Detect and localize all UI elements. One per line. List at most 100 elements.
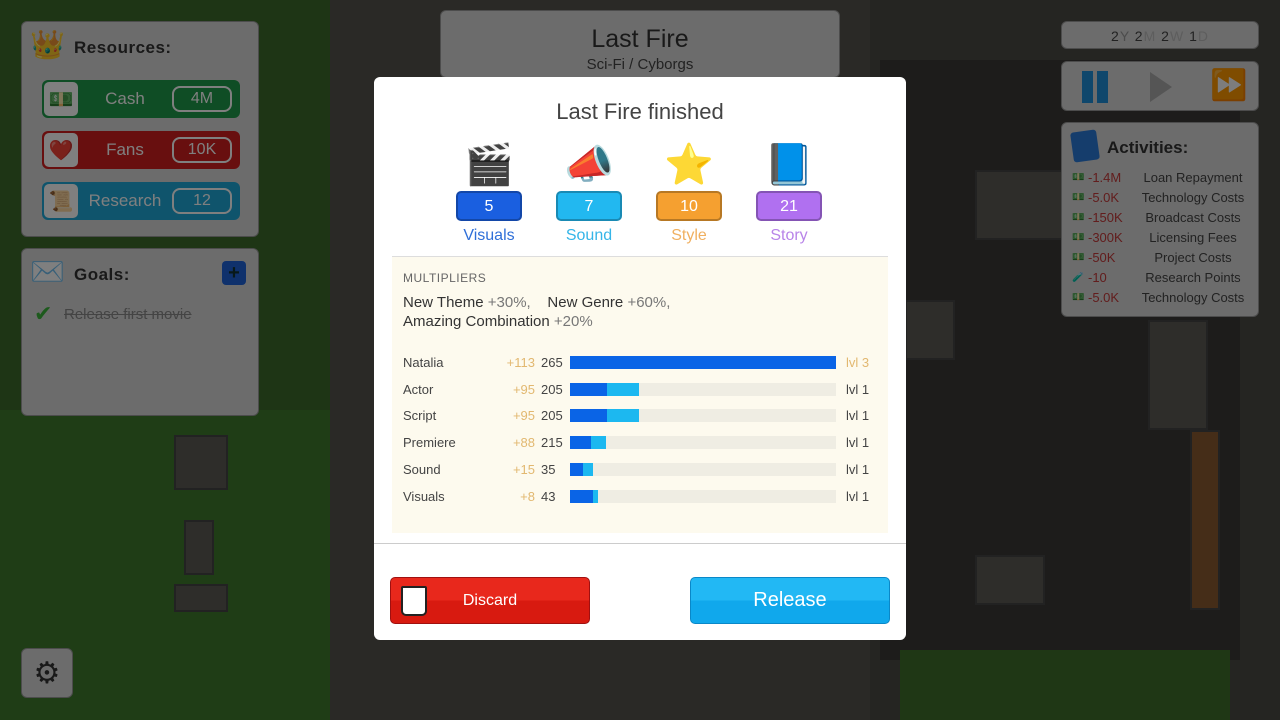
check-icon: ✔ [34, 301, 53, 326]
resources-title: Resources: [74, 38, 172, 57]
cash-icon: 💵 [44, 82, 78, 116]
activity-amount: -5.0K [1088, 189, 1120, 205]
activity-item: 💵 -150K Broadcast Costs [1072, 209, 1254, 225]
bar-base-fill [570, 356, 836, 369]
score-row: Premiere +88 215 lvl 1 [403, 435, 873, 451]
megaphone-icon: 📣 [564, 143, 614, 187]
research-label: Research [88, 191, 162, 210]
stat-visuals: 🎬 5 Visuals [456, 139, 522, 245]
activity-item: 💵 -5.0K Technology Costs [1072, 189, 1254, 205]
add-goal-button[interactable]: + [222, 261, 246, 285]
book-icon: 📘 [764, 143, 814, 187]
goals-title: Goals: [74, 265, 130, 284]
release-button[interactable]: Release [690, 577, 890, 624]
row-value: 205 [541, 381, 563, 397]
activity-amount: -300K [1088, 229, 1123, 245]
activity-item: 💵 -1.4M Loan Repayment [1072, 169, 1254, 185]
activity-name: Project Costs [1154, 249, 1232, 265]
row-name: Script [403, 408, 437, 424]
row-name: Sound [403, 461, 441, 477]
row-bonus: +8 [520, 488, 535, 504]
fast-forward-button[interactable]: ⏩ [1210, 69, 1248, 102]
activity-amount: -150K [1088, 209, 1123, 225]
play-button[interactable] [1150, 72, 1172, 102]
activities-title: Activities: [1107, 138, 1189, 157]
gear-icon: ⚙ [33, 657, 61, 690]
date-days: 1 [1189, 28, 1198, 44]
row-name: Visuals [403, 488, 445, 504]
activity-name: Licensing Fees [1149, 229, 1237, 245]
discard-label: Discard [462, 591, 518, 609]
row-bonus: +95 [512, 381, 535, 397]
row-name: Premiere [403, 435, 456, 451]
pause-button[interactable] [1082, 71, 1108, 103]
resources-panel: 👑 Resources: 💵 Cash 4M ❤️ Fans 10K 📜 Research… [21, 21, 259, 237]
stat-story: 📘 21 Story [756, 139, 822, 245]
goals-panel: ✉️ Goals: + ✔ Release first movie [21, 248, 259, 416]
multiplier-item: New Theme +30%, [403, 294, 531, 311]
activity-amount: -10 [1088, 269, 1107, 285]
cash-icon: 💵 [1072, 291, 1084, 303]
settings-button[interactable]: ⚙ [21, 648, 73, 698]
cards-icon [1070, 129, 1100, 163]
stat-value: 5 [456, 191, 522, 221]
row-value: 43 [541, 488, 556, 504]
fans-button[interactable]: ❤️ Fans 10K [42, 131, 240, 169]
activity-amount: -50K [1088, 249, 1116, 265]
project-header: Last Fire Sci-Fi / Cyborgs [440, 10, 840, 78]
score-row: Sound +15 35 lvl 1 [403, 462, 873, 478]
row-bar [570, 436, 836, 450]
cash-button[interactable]: 💵 Cash 4M [42, 80, 240, 118]
score-row: Actor +95 205 lvl 1 [403, 382, 873, 398]
speed-controls: ⏩ [1061, 61, 1259, 111]
row-bonus: +15 [512, 461, 535, 477]
row-bar [570, 462, 836, 476]
row-bonus: +95 [512, 408, 535, 424]
row-name: Natalia [403, 355, 444, 370]
stat-value: 7 [556, 191, 622, 221]
multiplier-item: Amazing Combination +20% [403, 313, 593, 330]
score-row: Natalia +113 265 lvl 3 [403, 355, 873, 371]
stat-value: 10 [656, 191, 722, 221]
project-genre: Sci-Fi / Cyborgs [586, 56, 694, 73]
stat-sound: 📣 7 Sound [556, 139, 622, 245]
row-level: lvl 1 [846, 408, 870, 424]
stat-name: Style [671, 227, 707, 244]
crown-icon: 👑 [30, 29, 65, 60]
cash-label: Cash [105, 89, 145, 108]
row-value: 205 [541, 408, 563, 424]
scroll-icon: 📜 [44, 184, 78, 218]
goal-item: Release first movie [64, 306, 192, 323]
research-icon: 🧪 [1072, 271, 1084, 283]
activity-name: Technology Costs [1141, 189, 1245, 205]
cash-icon: 💵 [1072, 231, 1084, 243]
row-bar [570, 489, 836, 503]
multipliers-label: MULTIPLIERS [403, 271, 487, 285]
cash-icon: 💵 [1072, 211, 1084, 223]
multipliers-section: MULTIPLIERS New Theme +30%, New Genre +6… [392, 257, 888, 533]
bar-base-fill [570, 409, 608, 423]
row-bonus: +113 [506, 355, 535, 370]
cash-icon: 💵 [1072, 251, 1084, 263]
activity-amount: -5.0K [1088, 289, 1120, 305]
research-button[interactable]: 📜 Research 12 [42, 182, 240, 220]
row-level: lvl 1 [846, 381, 870, 397]
date-years-unit: Y [1119, 28, 1130, 44]
date-months-unit: M [1143, 28, 1157, 44]
row-bar [570, 356, 836, 369]
discard-button[interactable]: Discard [390, 577, 590, 624]
row-level: lvl 3 [846, 355, 870, 370]
row-bar [570, 382, 836, 396]
activity-name: Broadcast Costs [1145, 209, 1241, 225]
activity-item: 💵 -50K Project Costs [1072, 249, 1254, 265]
activity-name: Technology Costs [1141, 289, 1245, 305]
score-row: Visuals +8 43 lvl 1 [403, 489, 873, 505]
bar-base-fill [570, 462, 584, 476]
date-years: 2 [1111, 28, 1120, 44]
dialog-title: Last Fire finished [556, 99, 724, 124]
score-row: Script +95 205 lvl 1 [403, 408, 873, 424]
row-value: 35 [541, 461, 556, 477]
star-icon: ⭐ [664, 143, 714, 187]
stat-name: Sound [565, 227, 613, 244]
project-title: Last Fire [591, 25, 689, 53]
